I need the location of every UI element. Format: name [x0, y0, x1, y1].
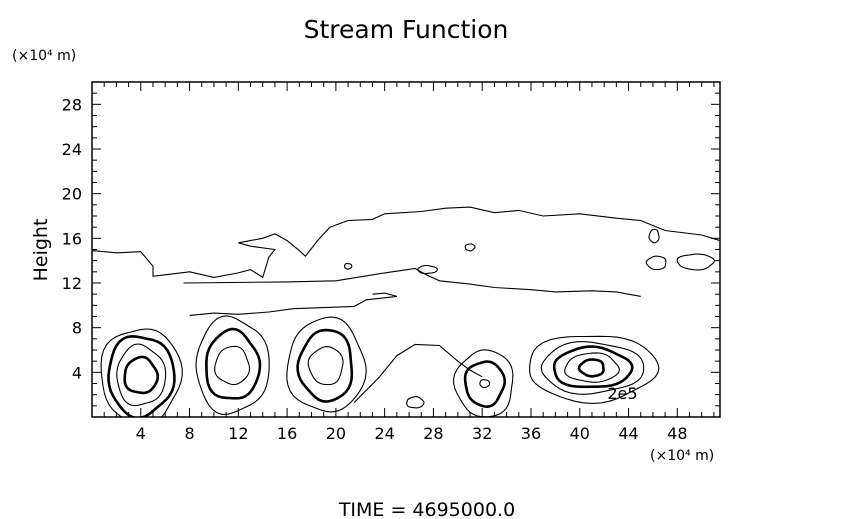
y-tick-label: 12: [62, 274, 82, 293]
x-tick-label: 36: [521, 424, 541, 443]
y-tick-label: 16: [62, 229, 82, 248]
contour-loop: [195, 315, 270, 415]
x-tick-label: 44: [618, 424, 638, 443]
contour-label: 2e5: [607, 384, 637, 403]
contour-loop: [123, 355, 160, 395]
contour-middle-line: [183, 267, 641, 297]
time-footer: TIME = 4695000.0: [338, 499, 515, 519]
contour-loop: [552, 345, 634, 389]
x-tick-label: 32: [472, 424, 492, 443]
contour-loop: [479, 379, 491, 389]
chart-title: Stream Function: [304, 15, 509, 44]
y-tick-label: 24: [62, 140, 82, 159]
x-tick-label: 48: [667, 424, 687, 443]
contour-loop: [296, 328, 354, 403]
contour-loop: [529, 335, 660, 404]
x-tick-label: 12: [228, 424, 248, 443]
contour-loop: [286, 316, 367, 413]
x-tick-label: 40: [570, 424, 590, 443]
y-axis-label: Height: [30, 219, 52, 282]
contour-small-loop: [676, 253, 715, 271]
contour-loop: [307, 346, 344, 386]
y-tick-label: 28: [62, 95, 82, 114]
x-unit-label: (×10⁴ m): [650, 448, 714, 464]
contour-loop: [453, 349, 514, 417]
contour-bottom-line: [353, 343, 483, 403]
contour-loop: [116, 343, 167, 407]
contour-loop: [540, 341, 645, 395]
x-tick-label: 8: [184, 424, 194, 443]
contour-loop: [205, 327, 262, 400]
contour-loop: [214, 345, 251, 386]
y-tick-label: 20: [62, 185, 82, 204]
contour-small-loop: [645, 255, 667, 271]
plot-area: 2e5: [92, 206, 720, 417]
y-unit-label: (×10⁴ m): [12, 48, 76, 64]
contour-lower-line: [189, 292, 398, 316]
contour-small-loop: [343, 262, 353, 270]
contour-loop: [577, 358, 605, 378]
contour-loop: [107, 334, 176, 417]
y-tick-label: 4: [72, 363, 82, 382]
y-tick-label: 8: [72, 319, 82, 338]
contour-loop: [100, 328, 183, 417]
x-tick-label: 28: [423, 424, 443, 443]
contour-loop: [463, 360, 507, 409]
contour-upper-line: [92, 206, 720, 279]
x-tick-label: 4: [136, 424, 146, 443]
x-tick-label: 20: [326, 424, 346, 443]
contour-small-loop: [464, 243, 476, 252]
plot-frame: [91, 81, 721, 418]
contour-loop: [564, 352, 620, 383]
x-tick-label: 24: [374, 424, 394, 443]
contour-small-loop: [417, 264, 438, 275]
contour-small-loop: [406, 396, 425, 409]
x-tick-label: 16: [277, 424, 297, 443]
contour-small-loop: [648, 228, 660, 244]
